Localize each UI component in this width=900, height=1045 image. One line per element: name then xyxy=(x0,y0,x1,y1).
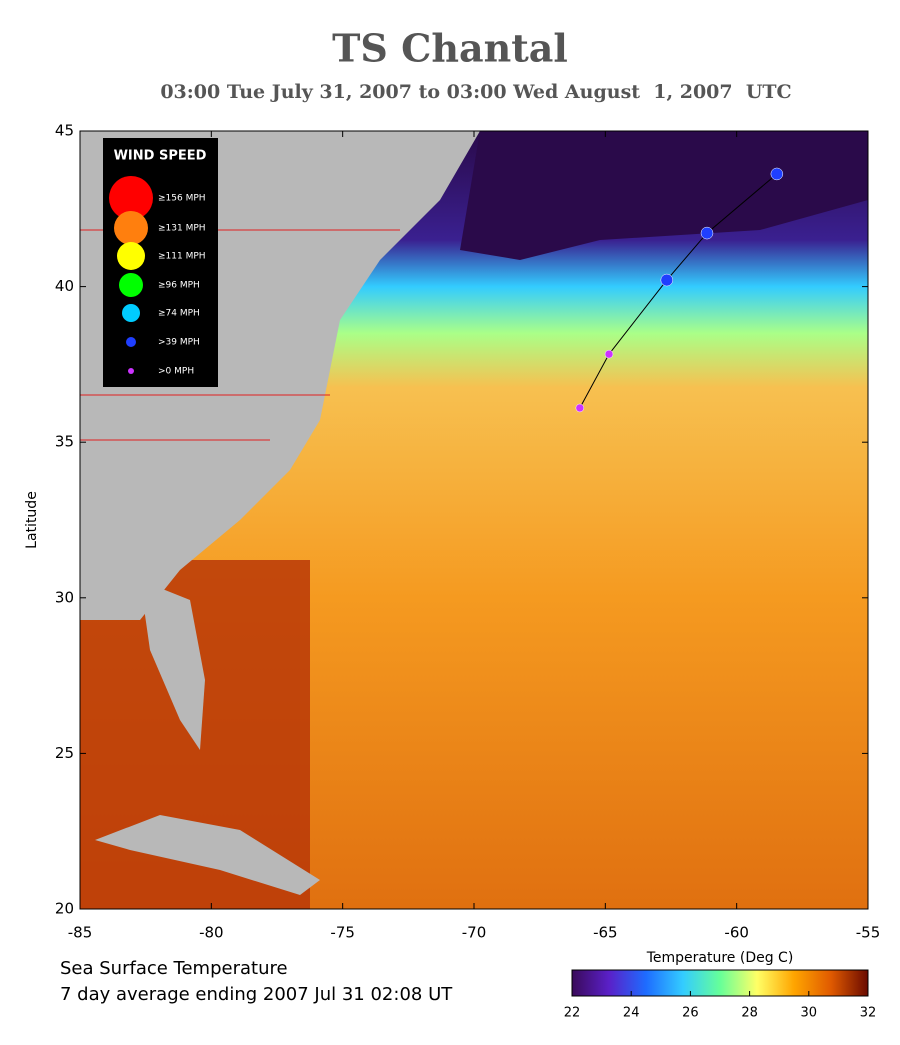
x-tick-label: -85 xyxy=(68,924,93,942)
legend-label: >0 MPH xyxy=(158,367,194,377)
y-tick-label: 20 xyxy=(55,900,74,918)
legend-label: ≥111 MPH xyxy=(158,252,206,262)
y-tick-label: 35 xyxy=(55,433,74,451)
caption: Sea Surface Temperature xyxy=(60,958,288,979)
legend-label: >39 MPH xyxy=(158,338,200,348)
x-tick-label: -70 xyxy=(462,924,487,942)
track-point xyxy=(700,226,714,240)
legend-marker xyxy=(126,337,136,347)
legend-label: ≥131 MPH xyxy=(158,224,206,234)
title: TS Chantal xyxy=(332,26,568,71)
legend-marker xyxy=(119,273,143,297)
x-tick-label: -60 xyxy=(724,924,749,942)
legend-marker xyxy=(114,211,148,245)
y-axis-label: Latitude xyxy=(24,491,40,549)
caption: 7 day average ending 2007 Jul 31 02:08 U… xyxy=(60,984,453,1005)
x-tick-label: -65 xyxy=(593,924,618,942)
y-tick-label: 30 xyxy=(55,588,74,606)
x-tick-label: -75 xyxy=(330,924,355,942)
colorbar-title: Temperature (Deg C) xyxy=(646,950,794,966)
legend-label: ≥74 MPH xyxy=(158,309,200,319)
x-tick-label: -55 xyxy=(856,924,881,942)
track-point xyxy=(604,349,614,359)
track-point xyxy=(770,167,784,181)
colorbar xyxy=(571,969,869,997)
colorbar-tick-label: 26 xyxy=(682,1006,699,1021)
legend-marker xyxy=(128,368,134,374)
legend-marker xyxy=(122,304,140,322)
track-point xyxy=(660,273,674,287)
track-point xyxy=(575,403,585,413)
colorbar-tick-label: 28 xyxy=(741,1006,758,1021)
legend-marker xyxy=(109,176,153,220)
colorbar-tick-label: 30 xyxy=(801,1006,818,1021)
legend-label: ≥96 MPH xyxy=(158,281,200,291)
x-tick-label: -80 xyxy=(199,924,224,942)
legend-title: WIND SPEED xyxy=(114,149,207,164)
subtitle: 03:00 Tue July 31, 2007 to 03:00 Wed Aug… xyxy=(160,81,791,103)
colorbar-tick-label: 22 xyxy=(564,1006,581,1021)
legend-label: ≥156 MPH xyxy=(158,194,206,204)
map-background xyxy=(80,131,868,909)
y-tick-label: 45 xyxy=(55,122,74,140)
y-tick-label: 40 xyxy=(55,277,74,295)
colorbar-tick-label: 32 xyxy=(860,1006,877,1021)
legend-marker xyxy=(117,242,145,270)
colorbar-tick-label: 24 xyxy=(623,1006,640,1021)
y-tick-label: 25 xyxy=(55,744,74,762)
